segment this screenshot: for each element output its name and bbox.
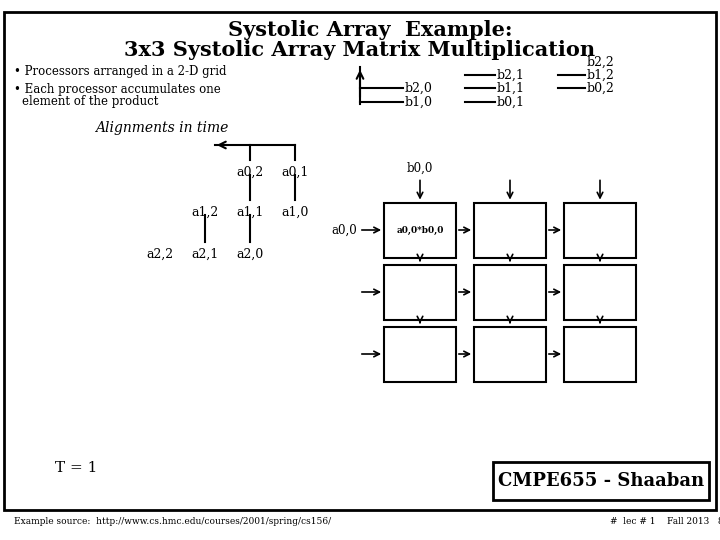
- Bar: [564, 327, 636, 381]
- Text: b2,2: b2,2: [587, 56, 615, 69]
- Bar: [564, 265, 636, 320]
- Text: element of the product: element of the product: [22, 96, 158, 109]
- Text: a0,0*b0,0: a0,0*b0,0: [396, 226, 444, 234]
- Bar: [474, 265, 546, 320]
- Text: a0,0: a0,0: [331, 224, 357, 237]
- Text: b1,0: b1,0: [405, 96, 433, 109]
- Text: Systolic Array  Example:: Systolic Array Example:: [228, 20, 512, 40]
- Text: #  lec # 1    Fall 2013   8-27-2013: # lec # 1 Fall 2013 8-27-2013: [610, 516, 720, 525]
- Text: a0,1: a0,1: [282, 166, 309, 179]
- Text: a1,1: a1,1: [236, 206, 264, 219]
- Bar: [474, 327, 546, 381]
- Text: T = 1: T = 1: [55, 461, 97, 475]
- Text: b1,1: b1,1: [497, 82, 525, 94]
- Text: a2,1: a2,1: [192, 248, 219, 261]
- Bar: [384, 202, 456, 258]
- Text: b0,2: b0,2: [587, 82, 615, 94]
- Text: a1,0: a1,0: [282, 206, 309, 219]
- Bar: [493, 462, 709, 500]
- Text: Example source:  http://www.cs.hmc.edu/courses/2001/spring/cs156/: Example source: http://www.cs.hmc.edu/co…: [14, 516, 331, 525]
- Text: b2,0: b2,0: [405, 82, 433, 94]
- Text: b2,1: b2,1: [497, 69, 525, 82]
- Bar: [474, 202, 546, 258]
- Bar: [384, 327, 456, 381]
- Text: b0,0: b0,0: [407, 161, 433, 174]
- Text: a2,2: a2,2: [146, 248, 174, 261]
- Text: CMPE655 - Shaaban: CMPE655 - Shaaban: [498, 472, 704, 490]
- Text: a1,2: a1,2: [192, 206, 219, 219]
- Text: 3x3 Systolic Array Matrix Multiplication: 3x3 Systolic Array Matrix Multiplication: [125, 40, 595, 60]
- Bar: [384, 265, 456, 320]
- Text: a0,2: a0,2: [236, 166, 264, 179]
- Text: • Each processor accumulates one: • Each processor accumulates one: [14, 84, 221, 97]
- Text: Alignments in time: Alignments in time: [95, 121, 229, 135]
- Bar: [564, 202, 636, 258]
- Text: b1,2: b1,2: [587, 69, 615, 82]
- Text: a2,0: a2,0: [236, 248, 264, 261]
- Text: b0,1: b0,1: [497, 96, 525, 109]
- Text: • Processors arranged in a 2-D grid: • Processors arranged in a 2-D grid: [14, 65, 227, 78]
